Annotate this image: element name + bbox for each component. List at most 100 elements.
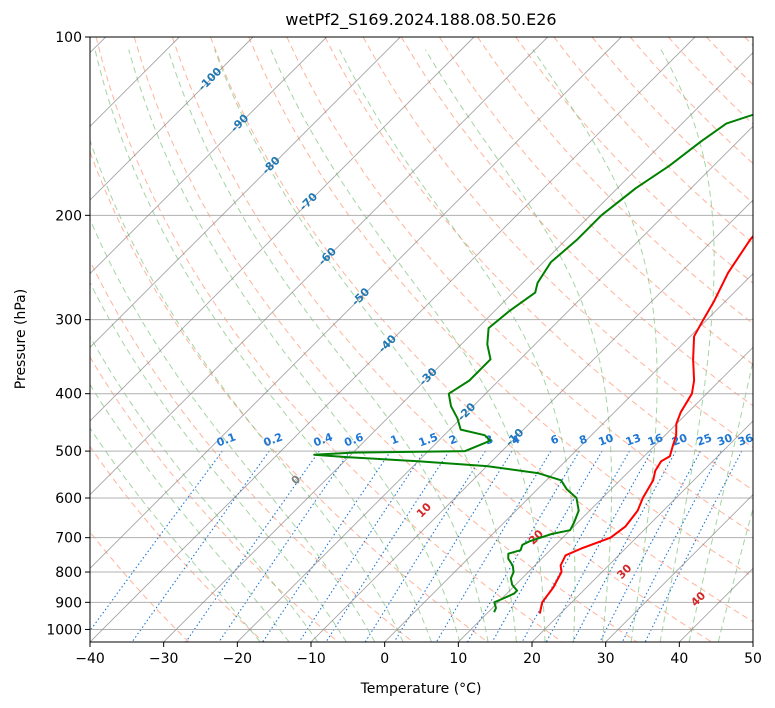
moist-adiabat-line	[532, 49, 658, 642]
isotherm-line	[605, 494, 753, 642]
y-tick-label: 200	[55, 208, 82, 224]
mixing-ratio-label: 25	[695, 431, 714, 448]
moist-adiabat-line	[688, 358, 753, 642]
isotherm-label: -40	[376, 332, 399, 355]
mixing-ratio-line	[325, 450, 450, 642]
moist-adiabat-line	[167, 49, 489, 642]
mixing-ratio-label: 0.4	[312, 430, 335, 449]
y-tick-label: 1000	[46, 622, 82, 638]
profile-lines	[313, 113, 753, 614]
y-axis-label: Pressure (hPa)	[13, 289, 29, 389]
x-tick-label: 20	[523, 651, 541, 667]
moist-adiabat-line	[90, 138, 404, 642]
isotherm-label: -60	[316, 245, 339, 268]
mixing-ratio-line	[599, 450, 701, 642]
x-axis-label: Temperature (°C)	[360, 681, 482, 697]
isotherm-line	[458, 346, 753, 642]
moist-adiabat-line	[90, 427, 261, 642]
mixing-ratio-line	[521, 450, 630, 642]
mixing-ratio-label: 13	[624, 431, 643, 448]
mixing-ratio-label: 4	[510, 432, 522, 447]
dry-adiabat-line	[90, 445, 264, 642]
mixing-ratio-label: 0.6	[343, 430, 366, 449]
dry-adiabat-line	[477, 37, 753, 325]
axis-ticks: −40 −30 −20 −10 0 10 20 30 40 5010020030040050060…	[46, 30, 762, 667]
x-tick-label: −30	[149, 651, 179, 667]
x-tick-label: 30	[597, 651, 615, 667]
x-tick-label: −40	[75, 651, 105, 667]
mixing-ratio-line	[572, 450, 677, 642]
isotherm-line	[384, 273, 753, 642]
mixing-ratio-line	[185, 450, 320, 642]
x-tick-label: 10	[449, 651, 467, 667]
x-tick-label: 40	[670, 651, 688, 667]
dry-adiabat-line	[210, 37, 753, 623]
mixing-ratio-line	[218, 450, 351, 642]
x-tick-label: 0	[380, 651, 389, 667]
dewpoint-line	[313, 113, 753, 613]
isotherm-line	[90, 37, 696, 642]
dry-adiabat-line	[171, 37, 712, 642]
mixing-ratio-label: 10	[597, 431, 616, 449]
isotherm-label: -90	[228, 111, 251, 134]
isotherm-line	[90, 37, 327, 275]
moist-adiabat-line	[94, 49, 432, 642]
isotherm-line	[90, 37, 548, 496]
isotherm-line	[90, 37, 254, 201]
dry-adiabat-line	[90, 356, 339, 642]
mixing-ratio-label: 20	[670, 431, 689, 449]
mixing-ratio-label: 0.1	[215, 431, 238, 450]
x-tick-label: −10	[296, 651, 326, 667]
dry-adiabat-line	[324, 37, 753, 491]
y-tick-label: 600	[55, 491, 82, 507]
isotherm-line	[90, 37, 622, 569]
temperature-line	[538, 234, 753, 614]
moist-adiabat-label: 30	[614, 561, 634, 581]
mixing-ratio-label: 16	[646, 431, 665, 449]
moist-adiabat-line	[90, 335, 319, 642]
mixing-ratio-label: 1	[389, 433, 401, 448]
y-tick-label: 500	[55, 444, 82, 460]
mixing-ratio-line	[545, 450, 653, 642]
mixing-ratio-line	[131, 450, 270, 642]
y-tick-label: 400	[55, 387, 82, 403]
mixing-ratio-line	[262, 450, 392, 642]
moist-adiabat-line	[339, 49, 576, 642]
dry-adiabat-line	[591, 37, 753, 204]
moist-adiabat-line	[128, 49, 461, 642]
moist-adiabat-label: 40	[688, 589, 708, 609]
chart-title: wetPf2_S169.2024.188.08.50.E26	[285, 10, 556, 30]
mixing-ratio-line	[644, 450, 743, 642]
mixing-ratio-label: 36	[736, 431, 755, 449]
mixing-ratio-label: 2	[447, 433, 459, 448]
moist-adiabat-label: 10	[414, 500, 434, 520]
moist-adiabat-line	[90, 383, 290, 642]
isotherm-label: -100	[196, 65, 225, 94]
mixing-ratio-line	[491, 450, 603, 642]
dry-adiabat-line	[744, 37, 753, 47]
x-tick-label: 50	[744, 651, 762, 667]
isotherm-line	[310, 199, 753, 642]
isotherm-line	[752, 641, 753, 642]
y-tick-label: 800	[55, 565, 82, 581]
moist-adiabat-line	[214, 49, 517, 642]
isotherm-label: -50	[349, 285, 372, 308]
dry-adiabat-line	[248, 37, 753, 578]
dry-adiabat-line	[90, 150, 488, 642]
dry-adiabat-line	[95, 37, 563, 642]
dry-adiabat-line	[706, 37, 753, 86]
isotherm-line	[531, 420, 753, 642]
mixing-ratio-label: 1.5	[417, 431, 440, 450]
mixing-ratio-line	[621, 450, 722, 642]
x-tick-label: −20	[223, 651, 253, 667]
isotherm-line	[237, 125, 753, 642]
y-tick-label: 300	[55, 313, 82, 329]
mixing-ratio-line	[90, 450, 223, 632]
mixing-ratio-label: 6	[549, 432, 561, 447]
mixing-ratio-line	[298, 450, 425, 642]
y-tick-label: 700	[55, 531, 82, 547]
isotherm-line	[163, 52, 753, 642]
moist-adiabat-line	[717, 506, 753, 642]
isotherm-line	[90, 37, 401, 348]
